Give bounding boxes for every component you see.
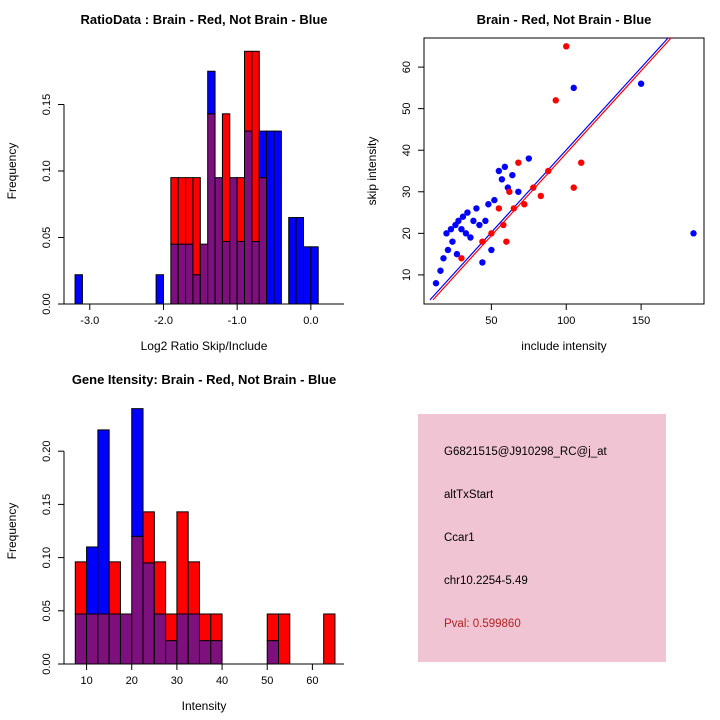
svg-text:40: 40 (401, 144, 413, 156)
chart-title: RatioData : Brain - Red, Not Brain - Blu… (80, 12, 327, 27)
svg-text:0.00: 0.00 (41, 653, 53, 674)
svg-text:30: 30 (171, 675, 183, 687)
panel-ratio-histogram: RatioData : Brain - Red, Not Brain - Blu… (0, 0, 360, 360)
svg-text:0.05: 0.05 (41, 227, 53, 248)
svg-text:30: 30 (401, 186, 413, 198)
gene-name-text: Ccar1 (444, 532, 475, 544)
svg-text:0.10: 0.10 (41, 160, 53, 181)
svg-text:0.00: 0.00 (41, 293, 53, 314)
svg-text:60: 60 (401, 61, 413, 73)
x-axis-label: include intensity (521, 339, 606, 353)
histogram-bars (74, 50, 319, 305)
svg-text:-2.0: -2.0 (154, 315, 173, 327)
ratio-histogram-chart: RatioData : Brain - Red, Not Brain - Blu… (5, 12, 344, 353)
axes: -3.0 -2.0 -1.0 0.0 Log2 Ratio Skip/Include 0.… (5, 94, 344, 353)
x-axis-label: Log2 Ratio Skip/Include (141, 339, 268, 353)
svg-text:10: 10 (401, 269, 413, 281)
intensity-scatter-chart: Brain - Red, Not Brain - Blue 50 100 150 inc… (365, 12, 705, 353)
panel-gene-intensity-histogram: Gene Itensity: Brain - Red, Not Brain - … (0, 360, 360, 720)
svg-text:50: 50 (485, 315, 497, 327)
chart-title: Gene Itensity: Brain - Red, Not Brain - … (72, 372, 336, 387)
svg-text:40: 40 (216, 675, 228, 687)
svg-text:0.0: 0.0 (303, 315, 318, 327)
gene-intensity-histogram-chart: Gene Itensity: Brain - Red, Not Brain - … (5, 372, 344, 713)
y-axis-label: Frequency (5, 143, 19, 200)
axes: 50 100 150 include intensity 10 20 30 40 50 60 ski… (365, 37, 705, 353)
scatter-points (432, 43, 697, 287)
svg-text:0.20: 0.20 (41, 440, 53, 461)
svg-text:20: 20 (401, 227, 413, 239)
panel-intensity-scatter: Brain - Red, Not Brain - Blue 50 100 150 inc… (360, 0, 720, 360)
histogram-bars (74, 408, 336, 665)
x-axis-label: Intensity (182, 699, 227, 713)
svg-text:0.05: 0.05 (41, 600, 53, 621)
svg-text:0.10: 0.10 (41, 547, 53, 568)
svg-text:-3.0: -3.0 (80, 315, 99, 327)
axes: 10 20 30 40 50 60 Intensity 0.00 0.05 0.10 0.15 0.2… (5, 440, 344, 713)
y-axis-label: skip intensity (365, 137, 379, 206)
event-type-text: altTxStart (444, 489, 494, 501)
probe-id-text: G6821515@J910298_RC@j_at (444, 446, 607, 458)
svg-text:-1.0: -1.0 (228, 315, 247, 327)
gene-info-box: G6821515@J910298_RC@j_at altTxStart Ccar… (418, 414, 666, 662)
svg-text:0.15: 0.15 (41, 94, 53, 115)
locus-text: chr10.2254-5.49 (444, 575, 528, 587)
y-axis-label: Frequency (5, 503, 19, 560)
svg-text:50: 50 (401, 103, 413, 115)
panel-gene-info: G6821515@J910298_RC@j_at altTxStart Ccar… (360, 360, 720, 720)
svg-text:10: 10 (80, 675, 92, 687)
pval-text: Pval: 0.599860 (444, 618, 521, 630)
svg-text:0.15: 0.15 (41, 494, 53, 515)
svg-text:50: 50 (261, 675, 273, 687)
svg-text:60: 60 (306, 675, 318, 687)
chart-title: Brain - Red, Not Brain - Blue (477, 12, 652, 27)
svg-text:20: 20 (126, 675, 138, 687)
svg-text:100: 100 (557, 315, 575, 327)
svg-text:150: 150 (632, 315, 650, 327)
